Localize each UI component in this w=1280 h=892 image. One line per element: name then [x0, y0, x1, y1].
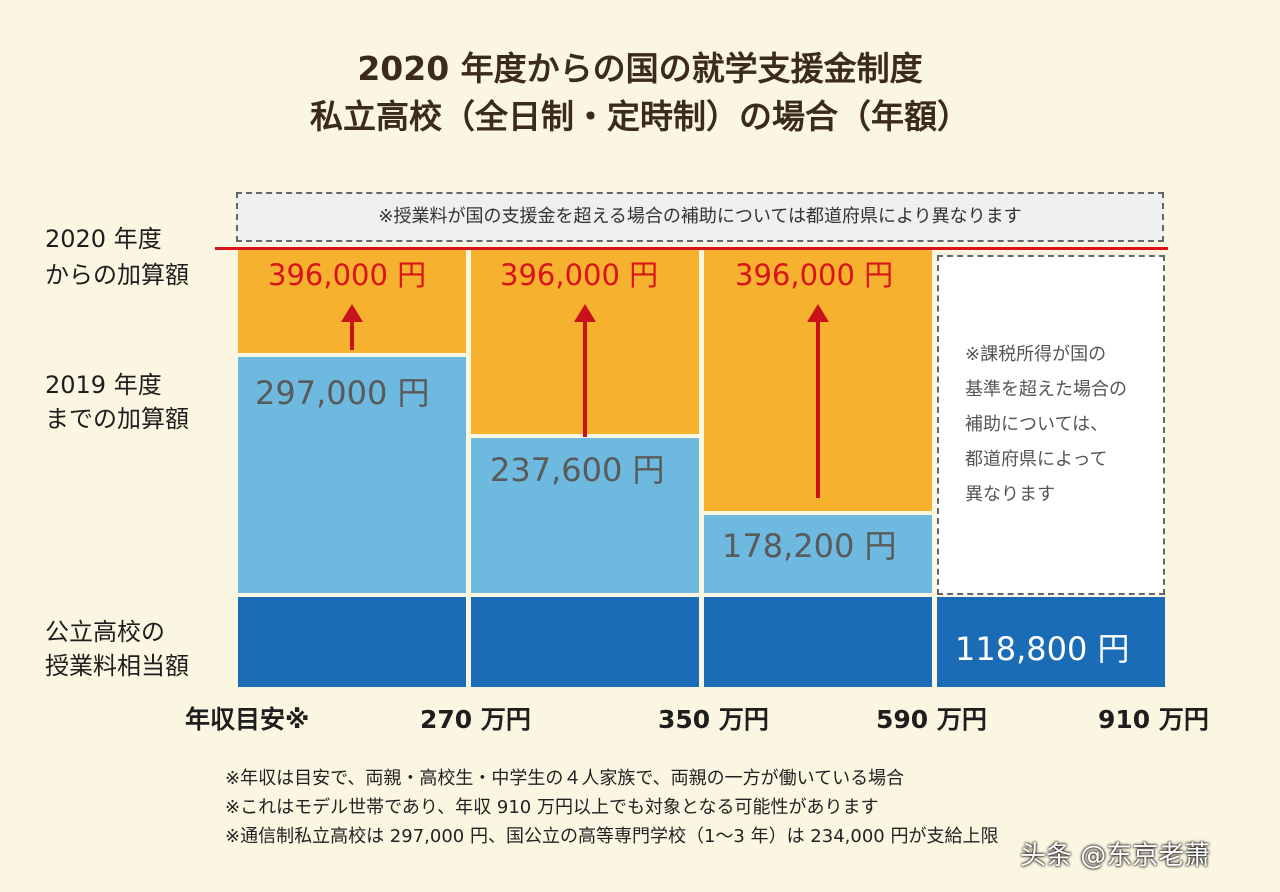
income-label: 350 万円: [658, 705, 769, 734]
row-label: までの加算額: [45, 405, 189, 433]
note-line: 異なります: [965, 484, 1055, 505]
title: 2020 年度からの国の就学支援金制度: [357, 49, 923, 88]
arrow: [807, 304, 829, 498]
amount-2020: 396,000 円: [735, 258, 894, 292]
amount-2019: 297,000 円: [255, 374, 430, 412]
income-label: 年収目安※: [185, 705, 310, 734]
income-label: 270 万円: [420, 705, 531, 734]
top-note: ※授業料が国の支援金を超える場合の補助については都道府県により異なります: [236, 192, 1164, 242]
amount-2019: 237,600 円: [490, 451, 665, 489]
row-label: 2019 年度: [45, 371, 162, 399]
amount-public: 118,800 円: [955, 630, 1130, 668]
footnote: ※年収は目安で、両親・高校生・中学生の４人家族で、両親の一方が働いている場合: [225, 768, 905, 789]
income-label: 590 万円: [876, 705, 987, 734]
income-label: 910 万円: [1098, 705, 1209, 734]
amount-2019: 178,200 円: [722, 527, 897, 565]
watermark: 头条 @东京老萧: [1020, 841, 1211, 871]
segment-2019: [238, 357, 466, 593]
segment-public: [238, 597, 466, 687]
segment-2019: [704, 515, 932, 593]
footnote: ※これはモデル世帯であり、年収 910 万円以上でも対象となる可能性があります: [225, 797, 879, 818]
segment-public: [704, 597, 932, 687]
row-label: 公立高校の: [45, 618, 165, 646]
arrow: [574, 304, 596, 437]
segment-public: [937, 597, 1165, 687]
subtitle: 私立高校（全日制・定時制）の場合（年額）: [310, 97, 970, 136]
note-box: [937, 255, 1165, 595]
row-label: 2020 年度: [45, 225, 162, 253]
note-line: ※課税所得が国の: [965, 344, 1107, 365]
arrow: [341, 304, 363, 350]
row-label: 授業料相当額: [45, 652, 189, 680]
divider-line: [215, 247, 1168, 250]
segment-public: [471, 597, 699, 687]
segment-2019: [471, 438, 699, 593]
note-line: 補助については、: [965, 414, 1109, 435]
amount-2020: 396,000 円: [500, 258, 659, 292]
note-line: 都道府県によって: [965, 449, 1108, 470]
row-label: からの加算額: [45, 261, 189, 289]
footnote: ※通信制私立高校は 297,000 円、国公立の高等専門学校（1〜3 年）は 2…: [225, 826, 999, 847]
note-line: 基準を超えた場合の: [965, 379, 1127, 400]
amount-2020: 396,000 円: [268, 258, 427, 292]
